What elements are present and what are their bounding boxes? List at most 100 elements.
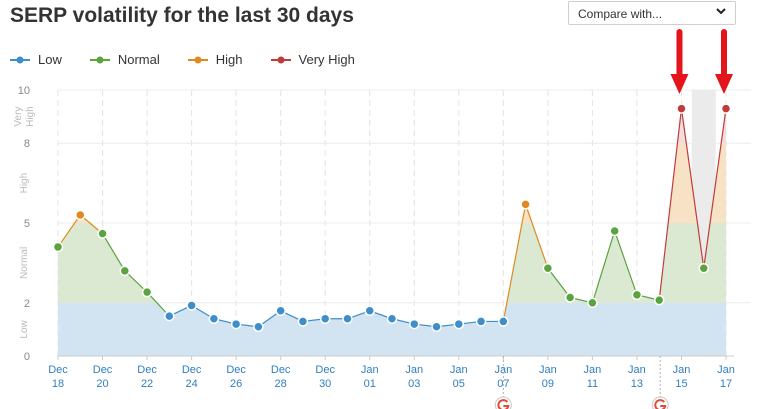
band-fill-high xyxy=(58,143,726,223)
x-tick-label: Jan xyxy=(405,364,423,376)
x-tick-label: 15 xyxy=(675,378,687,390)
chart-legend: Low Normal High Very High xyxy=(10,52,383,67)
data-point xyxy=(253,321,264,332)
legend-item-high[interactable]: High xyxy=(187,52,243,67)
x-tick-label: Jan xyxy=(673,364,691,376)
x-tick-label: 17 xyxy=(720,378,732,390)
legend-item-low[interactable]: Low xyxy=(10,52,62,67)
google-g-glyph xyxy=(497,399,510,409)
series-segment xyxy=(502,204,527,322)
legend-marker-very-high xyxy=(270,56,291,63)
data-point xyxy=(164,310,175,322)
data-point xyxy=(386,313,398,325)
x-tick-label: Jan xyxy=(361,364,379,376)
google-update-icon xyxy=(494,396,512,409)
series-segment xyxy=(703,108,727,269)
series-segment xyxy=(102,233,126,272)
legend-label-low: Low xyxy=(38,52,62,67)
x-tick-label: Dec xyxy=(271,364,291,376)
legend-marker-low xyxy=(10,56,30,63)
x-tick-label: Dec xyxy=(226,364,246,376)
y-tick-label: 8 xyxy=(24,138,30,150)
chart-title: SERP volatility for the last 30 days xyxy=(10,4,354,27)
data-point xyxy=(609,225,620,237)
band-label: Low xyxy=(19,319,30,338)
x-tick-label: Jan xyxy=(584,364,602,376)
y-tick-label: 0 xyxy=(24,351,30,363)
legend-label-normal: Normal xyxy=(117,52,160,67)
data-point xyxy=(676,103,687,114)
x-tick-label: Dec xyxy=(315,364,335,376)
red-arrow-annotation xyxy=(715,29,733,94)
y-tick-label: 2 xyxy=(24,298,30,310)
google-update-icon xyxy=(651,396,669,409)
arrow-head xyxy=(670,74,689,94)
series-segment xyxy=(57,214,81,248)
data-point xyxy=(698,262,709,274)
x-tick-label: Dec xyxy=(182,364,202,376)
data-point xyxy=(275,305,286,317)
x-tick-label: Jan xyxy=(450,364,468,376)
x-tick-label: Jan xyxy=(628,364,646,376)
data-point xyxy=(542,262,554,274)
x-tick-label: Dec xyxy=(93,364,113,376)
x-tick-label: 01 xyxy=(364,378,376,390)
x-tick-label: 05 xyxy=(453,378,465,390)
y-tick-label: 5 xyxy=(24,218,30,230)
legend-label-very-high: Very High xyxy=(298,52,355,67)
data-point xyxy=(364,305,375,317)
data-point xyxy=(97,228,108,239)
series-segment xyxy=(591,230,616,303)
legend-item-very-high[interactable]: Very High xyxy=(270,52,355,67)
series-segment xyxy=(658,108,683,301)
band-fill-low xyxy=(58,302,726,356)
x-tick-label: Jan xyxy=(539,364,557,376)
x-tick-label: 13 xyxy=(631,378,643,390)
legend-marker-high xyxy=(187,56,208,63)
series-segment xyxy=(614,230,638,296)
x-tick-label: Jan xyxy=(717,364,735,376)
data-point xyxy=(186,300,197,311)
band-fill-very-high xyxy=(58,108,726,144)
y-tick-label: 10 xyxy=(18,85,30,97)
compare-dropdown-label: Compare with... xyxy=(578,7,663,21)
data-point xyxy=(587,297,598,309)
x-tick-label: 24 xyxy=(185,378,197,390)
x-tick-label: 22 xyxy=(141,378,153,390)
data-point xyxy=(520,199,531,210)
data-point xyxy=(498,316,509,327)
data-point xyxy=(453,318,465,330)
x-tick-label: 30 xyxy=(319,378,331,390)
x-tick-label: 09 xyxy=(542,378,554,390)
x-tick-label: Dec xyxy=(48,364,68,376)
x-tick-label: Dec xyxy=(137,364,157,376)
data-point xyxy=(52,241,64,253)
data-point xyxy=(75,209,86,221)
google-g-glyph xyxy=(654,399,667,409)
legend-item-normal[interactable]: Normal xyxy=(89,52,160,67)
data-point xyxy=(119,265,131,277)
data-point xyxy=(564,292,576,303)
band-label: High xyxy=(19,173,30,194)
data-point xyxy=(720,103,732,114)
x-tick-label: 11 xyxy=(587,378,598,390)
data-point xyxy=(475,316,487,327)
data-point xyxy=(297,316,309,327)
series-segment xyxy=(525,204,549,269)
band-label: High xyxy=(25,106,36,127)
compare-dropdown[interactable]: Compare with... xyxy=(568,1,736,25)
data-point xyxy=(230,318,242,330)
data-point xyxy=(319,313,331,325)
data-point xyxy=(631,289,643,301)
x-tick-label: 18 xyxy=(52,378,64,390)
series-segment xyxy=(146,291,170,317)
x-tick-label: 28 xyxy=(275,378,287,390)
x-tick-label: 03 xyxy=(408,378,420,390)
series-segment xyxy=(680,108,705,269)
legend-label-high: High xyxy=(215,52,243,67)
data-point xyxy=(342,313,353,325)
data-point xyxy=(431,321,442,332)
data-point xyxy=(208,313,220,325)
series-segment xyxy=(547,267,571,298)
